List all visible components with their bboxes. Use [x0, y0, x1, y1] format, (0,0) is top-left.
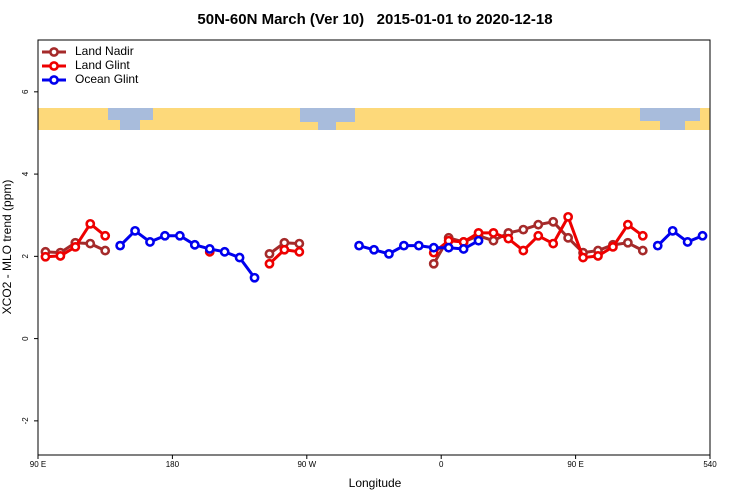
y-axis-label: XCO2 - MLO trend (ppm) — [0, 180, 14, 315]
point — [473, 235, 484, 246]
point — [174, 230, 185, 241]
plot-frame — [37, 39, 711, 456]
point — [398, 240, 409, 251]
point — [667, 225, 678, 236]
point — [70, 241, 81, 252]
point — [279, 244, 290, 255]
point — [384, 248, 394, 259]
legend-label: Land Nadir — [75, 44, 134, 58]
point — [637, 245, 648, 256]
point — [354, 240, 364, 251]
point — [413, 240, 424, 251]
x-tick-label: 180 — [166, 460, 180, 469]
point — [145, 237, 155, 247]
y-tick-label: -2 — [21, 417, 30, 425]
point — [563, 232, 574, 243]
point — [652, 240, 663, 251]
map-strip — [38, 108, 710, 130]
point — [428, 258, 439, 269]
point — [533, 230, 544, 241]
legend-marker — [49, 47, 59, 57]
point — [219, 246, 230, 257]
point — [548, 216, 559, 227]
x-tick-label: 540 — [703, 460, 717, 469]
x-axis-label: Longitude — [349, 476, 402, 490]
legend-label: Ocean Glint — [75, 72, 139, 86]
point — [563, 211, 574, 222]
legend-marker — [49, 61, 59, 71]
series — [40, 211, 648, 269]
point — [204, 244, 215, 254]
point — [682, 237, 693, 247]
point — [578, 252, 588, 263]
point — [369, 244, 379, 255]
x-tick-label: 90 E — [30, 460, 46, 469]
point — [130, 225, 140, 236]
point — [533, 219, 544, 230]
point — [294, 238, 305, 249]
point — [85, 238, 96, 249]
chart-title: 50N-60N March (Ver 10) 2015-01-01 to 202… — [197, 11, 552, 28]
point — [473, 227, 484, 238]
point — [85, 218, 96, 229]
series — [115, 225, 708, 283]
point — [249, 272, 260, 283]
point — [443, 242, 454, 253]
point — [458, 244, 469, 254]
point — [518, 224, 529, 235]
y-tick-label: 0 — [21, 336, 30, 341]
point — [697, 230, 708, 241]
point — [428, 242, 439, 253]
point — [608, 241, 618, 252]
y-tick-label: 6 — [21, 89, 30, 94]
y-tick-label: 4 — [21, 171, 30, 176]
x-tick-label: 0 — [439, 460, 444, 469]
point — [488, 235, 499, 246]
point — [189, 239, 200, 250]
point — [488, 227, 499, 238]
point — [622, 219, 633, 230]
x-tick-label: 90 E — [567, 460, 583, 469]
point — [548, 238, 559, 249]
point — [100, 245, 111, 256]
point — [100, 230, 111, 241]
point — [518, 245, 529, 256]
point — [40, 251, 51, 262]
point — [593, 251, 603, 261]
y-tick-label: 2 — [21, 254, 30, 259]
point — [622, 237, 633, 248]
legend-marker — [49, 75, 59, 85]
point — [637, 230, 648, 241]
point — [264, 248, 275, 259]
point — [264, 258, 275, 269]
point — [115, 240, 126, 251]
point — [294, 246, 305, 257]
point — [234, 252, 245, 263]
point — [160, 230, 170, 241]
x-tick-label: 90 W — [297, 460, 316, 469]
point — [55, 251, 66, 261]
legend-label: Land Glint — [75, 58, 130, 72]
point — [503, 233, 514, 244]
